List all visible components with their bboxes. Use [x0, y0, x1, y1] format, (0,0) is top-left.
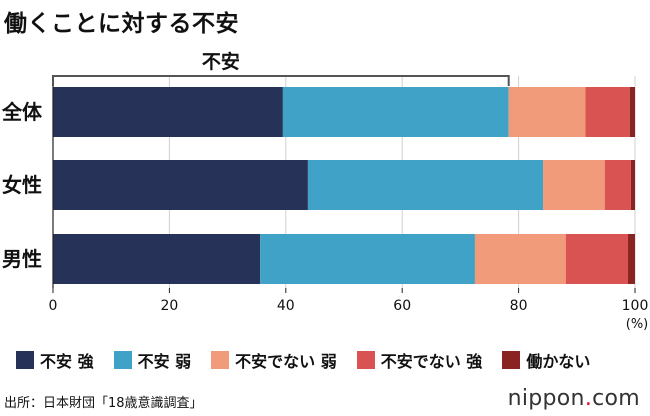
- bar-全体-series-3: [585, 87, 630, 137]
- bar-全体-series-0: [53, 87, 283, 137]
- bar-男性-series-2: [474, 234, 566, 284]
- tick-label-100: 100: [622, 298, 649, 314]
- legend-label-3: 不安でない 強: [380, 352, 483, 371]
- x-axis: 0 20 40 60 80 100 (%): [49, 76, 649, 332]
- legend-item-1: 不安 弱: [113, 348, 192, 372]
- x-unit-label: (%): [626, 317, 649, 332]
- tick-label-40: 40: [277, 298, 295, 314]
- annotation-bracket: 不安: [52, 50, 510, 86]
- brand-dot: .: [584, 386, 593, 411]
- legend-label-2: 不安でない 弱: [235, 352, 337, 371]
- chart-title: 働くことに対する不安: [4, 11, 239, 37]
- legend: 不安 強 不安 弱 不安でない 弱 不安でない 強 働かない: [16, 348, 590, 372]
- bar-全体-series-1: [282, 87, 509, 137]
- bar-女性-series-4: [630, 160, 635, 210]
- brand-name: nippon: [507, 386, 585, 411]
- legend-item-0: 不安 強: [16, 348, 94, 372]
- legend-swatch-1: [113, 351, 132, 369]
- bar-男性-series-4: [628, 234, 635, 284]
- legend-swatch-3: [356, 351, 375, 369]
- brand-logo: nippon.com: [508, 386, 640, 411]
- bar-女性-series-1: [307, 160, 544, 210]
- legend-label-1: 不安 弱: [137, 352, 192, 371]
- legend-swatch-0: [16, 351, 34, 369]
- bar-女性-series-2: [543, 160, 605, 210]
- tick-label-80: 80: [510, 298, 528, 314]
- legend-item-2: 不安でない 弱: [211, 348, 337, 372]
- category-label-1: 女性: [2, 173, 42, 197]
- bar-女性-series-3: [604, 160, 631, 210]
- legend-label-0: 不安 強: [40, 352, 94, 371]
- category-label-0: 全体: [1, 100, 43, 124]
- legend-item-3: 不安でない 強: [356, 348, 483, 372]
- bar-男性-series-0: [53, 234, 261, 284]
- brand-suffix: com: [592, 386, 640, 411]
- bar-女性-series-0: [53, 160, 308, 210]
- tick-label-60: 60: [393, 298, 411, 314]
- tick-label-0: 0: [49, 298, 58, 314]
- bar-男性-series-1: [260, 234, 475, 284]
- bar-segments: [53, 87, 635, 284]
- legend-swatch-2: [211, 351, 230, 369]
- legend-item-4: 働かない: [502, 348, 590, 372]
- bar-全体-series-2: [508, 87, 586, 137]
- tick-label-20: 20: [160, 298, 178, 314]
- legend-label-4: 働かない: [526, 352, 591, 371]
- annotation-bracket-line: [52, 75, 510, 86]
- source-note: 出所：日本財団「18歳意識調査」: [4, 396, 203, 411]
- category-label-2: 男性: [2, 247, 42, 271]
- bar-男性-series-3: [565, 234, 629, 284]
- legend-swatch-4: [502, 351, 521, 369]
- annotation-bracket-label: 不安: [202, 50, 240, 73]
- bar-全体-series-4: [629, 87, 635, 137]
